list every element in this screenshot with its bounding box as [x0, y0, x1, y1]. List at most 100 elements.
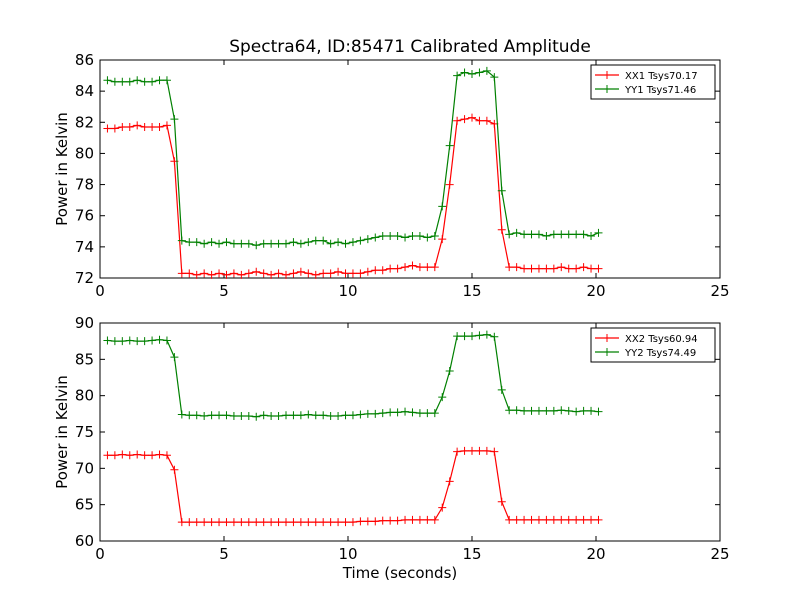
legend-box [590, 327, 716, 363]
data-point-marker [557, 515, 566, 524]
chart-title: Spectra64, ID:85471 Calibrated Amplitude [229, 37, 591, 57]
data-point-marker [222, 518, 231, 527]
data-point-marker [453, 332, 462, 341]
y-tick-label: 74 [75, 238, 94, 256]
y-tick-label: 80 [75, 387, 94, 405]
data-point-marker [572, 515, 581, 524]
x-tick-label: 20 [586, 545, 605, 563]
data-point-marker [594, 228, 603, 237]
data-point-marker [103, 76, 112, 85]
data-point-marker [177, 236, 186, 245]
data-point-marker [267, 518, 276, 527]
data-point-marker [334, 267, 343, 276]
data-point-marker [289, 269, 298, 278]
data-point-marker [326, 269, 335, 278]
data-point-marker [527, 515, 536, 524]
data-point-marker [542, 406, 551, 415]
y-tick-label: 78 [75, 176, 94, 194]
data-point-marker [423, 409, 432, 418]
data-point-marker [185, 269, 194, 278]
data-point-marker [304, 269, 313, 278]
data-point-marker [512, 263, 521, 272]
data-point-marker [460, 332, 469, 341]
series-xx1 [103, 113, 603, 279]
x-tick-label: 25 [710, 545, 729, 563]
data-point-marker [148, 122, 157, 131]
data-point-marker [311, 518, 320, 527]
data-point-marker [215, 239, 224, 248]
data-point-marker [356, 236, 365, 245]
data-point-marker [289, 238, 298, 247]
data-point-marker [311, 270, 320, 279]
data-point-marker [549, 230, 558, 239]
legend-entry-label: XX1 Tsys70.17 [625, 71, 698, 82]
data-point-marker [222, 270, 231, 279]
data-point-marker [133, 450, 142, 459]
data-point-marker [475, 116, 484, 125]
series-line [107, 116, 599, 276]
data-point-marker [415, 263, 424, 272]
data-point-marker [460, 446, 469, 455]
x-tick-label: 10 [338, 282, 357, 300]
data-point-marker [304, 518, 313, 527]
x-tick-label: 25 [710, 282, 729, 300]
data-point-marker [527, 264, 536, 273]
data-point-marker [334, 238, 343, 247]
data-point-marker [140, 77, 149, 86]
data-point-marker [296, 267, 305, 276]
data-point-marker [311, 411, 320, 420]
data-point-marker [520, 264, 529, 273]
data-point-marker [520, 515, 529, 524]
data-point-marker [177, 269, 186, 278]
data-point-marker [475, 446, 484, 455]
data-point-marker [341, 518, 350, 527]
data-point-marker [267, 239, 276, 248]
data-point-marker [326, 412, 335, 421]
data-point-marker [200, 239, 209, 248]
data-point-marker [371, 517, 380, 526]
data-point-marker [244, 518, 253, 527]
series-line [107, 70, 599, 246]
data-point-marker [155, 122, 164, 131]
data-point-marker [125, 451, 134, 460]
data-point-marker [453, 447, 462, 456]
data-point-marker [438, 393, 447, 402]
data-point-marker [118, 337, 127, 346]
series-line [107, 333, 599, 418]
data-point-marker [557, 406, 566, 415]
data-point-marker [237, 518, 246, 527]
data-point-marker [222, 238, 231, 247]
data-point-marker [140, 122, 149, 131]
data-point-marker [170, 353, 179, 362]
data-point-marker [140, 451, 149, 460]
data-point-marker [200, 269, 209, 278]
data-point-marker [148, 336, 157, 345]
data-point-marker [363, 267, 372, 276]
data-point-marker [475, 331, 484, 340]
data-point-marker [408, 408, 417, 417]
data-point-marker [125, 77, 134, 86]
x-tick-label: 0 [95, 545, 105, 563]
y-tick-label: 65 [75, 496, 94, 514]
data-point-marker [512, 515, 521, 524]
data-point-marker [348, 518, 357, 527]
data-point-marker [103, 451, 112, 460]
data-point-marker [125, 122, 134, 131]
data-point-marker [200, 412, 209, 421]
data-point-marker [215, 518, 224, 527]
x-tick-label: 5 [219, 282, 229, 300]
x-tick-label: 15 [462, 545, 481, 563]
data-point-marker [520, 230, 529, 239]
data-point-marker [274, 518, 283, 527]
data-point-marker [393, 264, 402, 273]
data-point-marker [482, 446, 491, 455]
y-tick-label: 70 [75, 459, 94, 477]
data-point-marker [319, 411, 328, 420]
data-point-marker [378, 516, 387, 525]
y-tick-label: 86 [75, 51, 94, 69]
data-point-marker [468, 446, 476, 455]
data-point-marker [207, 270, 216, 279]
data-point-marker [505, 515, 514, 524]
data-point-marker [133, 76, 142, 85]
data-point-marker [125, 336, 134, 345]
